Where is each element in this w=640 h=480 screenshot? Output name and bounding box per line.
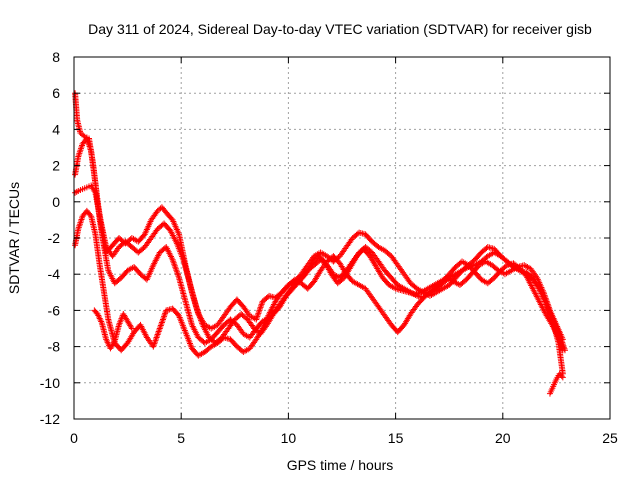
data-point <box>128 325 135 332</box>
y-tick-label: 8 <box>52 49 60 65</box>
y-tick-label: -10 <box>40 375 60 391</box>
data-point-fill <box>87 211 94 218</box>
x-tick-label: 25 <box>602 430 618 446</box>
y-tick-label: 6 <box>52 85 60 101</box>
y-tick-label: 0 <box>52 194 60 210</box>
y-axis-label: SDTVAR / TECUs <box>6 182 22 294</box>
x-tick-label: 5 <box>177 430 185 446</box>
y-tick-label: 4 <box>52 121 60 137</box>
y-tick-label: -12 <box>40 411 60 427</box>
grid <box>74 57 610 419</box>
y-tick-label: -8 <box>48 339 61 355</box>
series-track-3 <box>72 182 566 346</box>
x-axis: 0 5 10 15 20 25 <box>70 430 618 446</box>
series-track-6 <box>546 370 566 397</box>
data-point-fill <box>128 324 135 331</box>
series-track-5 <box>91 307 135 352</box>
series-track-4 <box>72 207 566 359</box>
y-tick-label: -4 <box>48 266 61 282</box>
x-tick-label: 10 <box>281 430 297 446</box>
data-point-fill <box>110 339 117 346</box>
data-point-fill <box>558 373 565 380</box>
x-axis-label: GPS time / hours <box>287 457 394 473</box>
y-tick-label: -2 <box>48 230 61 246</box>
y-tick-label: -6 <box>48 302 61 318</box>
x-tick-label: 0 <box>70 430 78 446</box>
data-point-fill <box>80 132 87 139</box>
data-point <box>559 347 566 354</box>
axis-ticks <box>73 56 611 420</box>
x-tick-label: 15 <box>388 430 404 446</box>
data-point-fill <box>91 188 98 195</box>
x-tick-label: 20 <box>495 430 511 446</box>
y-axis: -12 -10 -8 -6 -4 -2 0 2 4 6 8 <box>40 49 60 427</box>
data-point <box>559 374 566 381</box>
data-marks <box>72 90 568 397</box>
chart-title: Day 311 of 2024, Sidereal Day-to-day VTE… <box>88 21 592 37</box>
y-tick-label: 2 <box>52 158 60 174</box>
